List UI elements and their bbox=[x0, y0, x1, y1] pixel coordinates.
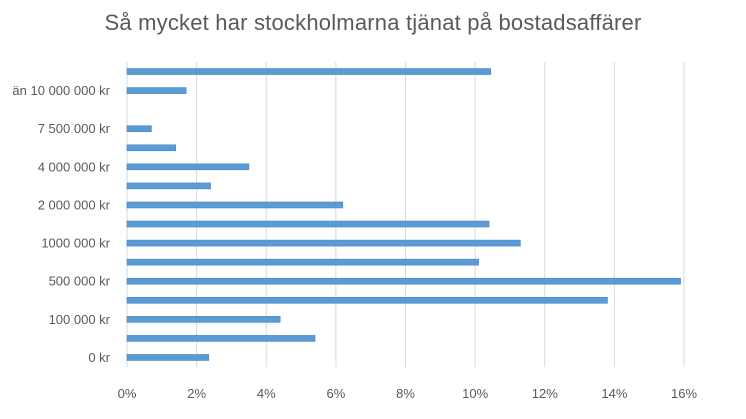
y-axis-tick-labels: 0 kr 100 000 kr 500 000 kr 1000 000 kr 2 000… bbox=[12, 83, 110, 365]
x-tick-label: 12% bbox=[532, 386, 558, 401]
bar bbox=[126, 144, 177, 152]
y-tick-label: 2 000 000 kr bbox=[38, 197, 111, 212]
bar bbox=[126, 258, 479, 266]
bar bbox=[126, 316, 281, 323]
bar bbox=[126, 68, 492, 75]
y-tick-label: 1000 000 kr bbox=[41, 236, 110, 251]
bar bbox=[126, 125, 152, 133]
x-tick-label: 8% bbox=[396, 386, 415, 401]
y-tick-label: 500 000 kr bbox=[49, 274, 111, 289]
bar bbox=[126, 201, 344, 209]
bar bbox=[126, 335, 316, 342]
bars bbox=[126, 68, 681, 361]
chart-title: Så mycket har stockholmarna tjänat på bo… bbox=[104, 10, 642, 35]
x-tick-label: 10% bbox=[462, 386, 488, 401]
bar bbox=[126, 277, 681, 285]
x-tick-label: 0% bbox=[118, 386, 137, 401]
bar bbox=[126, 163, 250, 171]
x-tick-label: 4% bbox=[257, 386, 276, 401]
y-tick-label: 0 kr bbox=[88, 350, 110, 365]
x-tick-label: 14% bbox=[601, 386, 627, 401]
y-tick-label: 7 500 000 kr bbox=[38, 121, 111, 136]
bar bbox=[126, 239, 521, 247]
gridlines bbox=[126, 62, 685, 367]
y-tick-label: än 10 000 000 kr bbox=[12, 83, 110, 98]
bar bbox=[126, 182, 211, 190]
bar bbox=[126, 220, 490, 228]
bar bbox=[126, 354, 210, 361]
y-tick-label: 100 000 kr bbox=[49, 312, 111, 327]
bar bbox=[126, 296, 608, 304]
x-tick-label: 16% bbox=[671, 386, 697, 401]
x-axis-tick-labels: 0% 2% 4% 6% 8% 10% 12% 14% 16% bbox=[118, 386, 698, 401]
y-tick-label: 4 000 000 kr bbox=[38, 159, 111, 174]
bar bbox=[126, 87, 187, 94]
x-tick-label: 6% bbox=[326, 386, 345, 401]
x-tick-label: 2% bbox=[187, 386, 206, 401]
